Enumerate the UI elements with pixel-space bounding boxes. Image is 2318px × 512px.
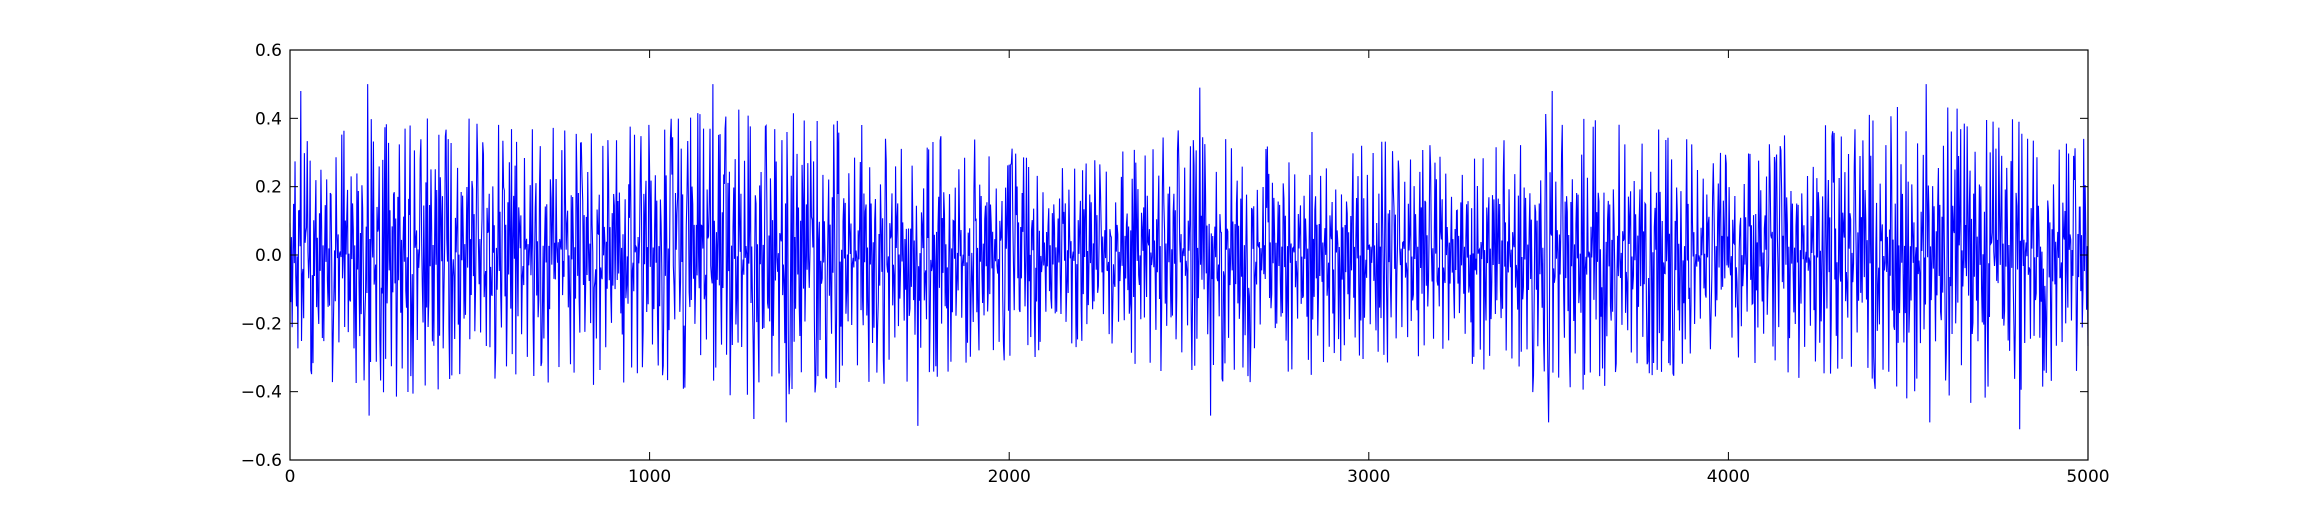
y-tick-label: −0.6 <box>241 451 282 471</box>
x-tick-label: 1000 <box>628 467 671 487</box>
x-tick-label: 3000 <box>1347 467 1390 487</box>
axes-layer: 0 1000 2000 3000 4000 5000 0.6 0.4 0.2 0.0 −0.2 −0.… <box>241 41 2110 487</box>
x-tick-label: 0 <box>285 467 296 487</box>
x-tick-label: 5000 <box>2066 467 2109 487</box>
x-tick-label: 4000 <box>1707 467 1750 487</box>
y-tick-label: −0.4 <box>241 383 282 403</box>
series-layer <box>289 84 2089 430</box>
y-tick-label: −0.2 <box>241 314 282 334</box>
y-tick-label: 0.4 <box>255 109 282 129</box>
y-tick-label: 0.6 <box>255 41 282 61</box>
x-tick-label: 2000 <box>988 467 1031 487</box>
y-tick-label: 0.0 <box>255 246 282 266</box>
signal-series-line <box>289 84 2089 430</box>
y-tick-label: 0.2 <box>255 178 282 198</box>
